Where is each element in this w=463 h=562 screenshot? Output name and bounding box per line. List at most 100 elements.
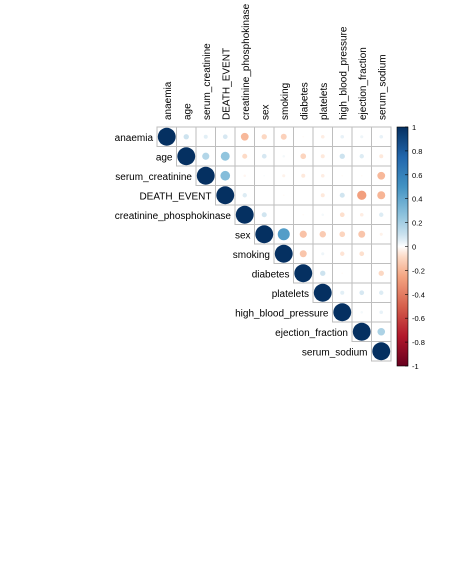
correlation-circle-age-sex [261,153,267,159]
correlation-circle-platelets-high_blood_pressure [340,290,345,295]
correlation-circle-sex-ejection_fraction [358,230,366,238]
correlation-circle-age-diabetes [300,153,307,160]
grid-cell [273,204,294,225]
correlation-circle-anaemia-age [183,134,189,140]
correlation-circle-platelets-platelets [313,283,332,302]
row-label-diabetes: diabetes [252,269,290,280]
row-label-platelets: platelets [272,289,309,300]
column-label-platelets: platelets [319,83,330,120]
column-label-high_blood_pressure: high_blood_pressure [338,26,349,120]
column-label-ejection_fraction: ejection_fraction [358,47,369,120]
legend-tick-label: 0.4 [412,195,422,204]
correlation-circle-smoking-diabetes [299,250,307,258]
legend-tick-label: 0 [412,243,416,252]
correlation-circle-high_blood_pressure-high_blood_pressure [333,303,352,322]
legend-tick-label: -0.4 [412,290,425,299]
column-label-anaemia: anaemia [163,81,174,120]
correlation-circle-serum_creatinine-serum_creatinine [196,166,215,185]
correlation-circle-serum_creatinine-serum_sodium [377,171,386,180]
correlation-circle-age-serum_sodium [379,154,384,159]
correlation-circle-creatinine_phosphokinase-creatinine_phosphokinase [235,205,254,224]
correlation-circle-DEATH_EVENT-creatinine_phosphokinase [242,193,247,198]
correlation-circle-age-serum_creatinine [202,152,210,160]
correlation-circle-creatinine_phosphokinase-ejection_fraction [359,212,364,217]
correlation-circle-anaemia-creatinine_phosphokinase [240,132,249,141]
column-label-age: age [182,103,193,120]
correlation-circle-smoking-smoking [274,244,293,263]
correlation-circle-DEATH_EVENT-serum_sodium [377,191,386,200]
correlation-circle-DEATH_EVENT-platelets [320,193,325,198]
row-label-DEATH_EVENT: DEATH_EVENT [139,191,211,202]
correlation-circle-serum_creatinine-high_blood_pressure [341,174,344,177]
grid-cell [293,185,314,206]
correlation-circle-ejection_fraction-serum_sodium [377,327,386,336]
legend-tick-label: -0.2 [412,266,425,275]
correlation-circle-ejection_fraction-ejection_fraction [352,322,371,341]
correlation-circle-diabetes-diabetes [294,264,313,283]
correlation-circle-anaemia-sex [261,134,267,140]
correlation-circle-smoking-ejection_fraction [359,251,365,257]
legend-tick-label: 1 [412,123,416,132]
correlation-circle-age-high_blood_pressure [339,153,345,159]
correlation-circle-high_blood_pressure-serum_sodium [379,310,384,315]
legend-tick-label: -1 [412,362,419,371]
grid-cell [254,185,275,206]
correlation-circle-creatinine_phosphokinase-diabetes [302,213,305,216]
correlation-circle-diabetes-high_blood_pressure [341,272,344,275]
row-label-serum_creatinine: serum_creatinine [115,172,192,183]
correlation-circle-smoking-high_blood_pressure [340,251,345,256]
grid-cell [371,243,392,264]
correlation-circle-creatinine_phosphokinase-high_blood_pressure [339,212,345,218]
row-label-smoking: smoking [233,250,270,261]
column-label-sex: sex [260,104,271,120]
row-label-serum_sodium: serum_sodium [302,347,368,358]
correlation-circle-DEATH_EVENT-smoking [282,194,285,197]
correlation-circle-anaemia-high_blood_pressure [340,134,345,139]
correlation-circle-DEATH_EVENT-high_blood_pressure [339,192,345,198]
correlation-circle-serum_sodium-serum_sodium [372,342,391,361]
row-label-ejection_fraction: ejection_fraction [275,328,348,339]
correlation-circle-sex-high_blood_pressure [339,231,346,238]
legend-tick-label: -0.6 [412,314,425,323]
correlation-circle-serum_creatinine-sex [263,174,266,177]
correlation-circle-creatinine_phosphokinase-platelets [321,213,325,217]
column-label-serum_creatinine: serum_creatinine [202,43,213,120]
grid-cell [351,263,372,284]
row-label-age: age [156,152,173,163]
correlation-circle-sex-sex [255,225,274,244]
column-label-DEATH_EVENT: DEATH_EVENT [221,48,232,120]
row-label-high_blood_pressure: high_blood_pressure [235,308,329,319]
column-label-smoking: smoking [280,83,291,120]
correlation-circle-diabetes-serum_sodium [378,270,384,276]
correlation-circle-serum_creatinine-platelets [320,173,325,178]
correlation-circle-age-DEATH_EVENT [220,151,230,161]
correlation-circle-platelets-ejection_fraction [359,290,365,296]
correlation-circle-platelets-serum_sodium [379,290,384,295]
correlation-circle-anaemia-DEATH_EVENT [222,134,228,140]
correlation-circle-sex-diabetes [299,230,307,238]
legend-tick-label: -0.8 [412,338,425,347]
correlation-circles [157,127,391,361]
correlation-circle-anaemia-platelets [320,134,325,139]
correlation-circle-serum_creatinine-ejection_fraction [360,174,363,177]
correlation-circle-age-smoking [282,154,286,158]
column-label-diabetes: diabetes [299,82,310,120]
row-label-sex: sex [235,230,251,241]
column-labels: anaemia age serum_creatinine DEATH_EVENT cre… [163,3,389,120]
correlation-circle-anaemia-smoking [280,133,287,140]
correlation-circle-age-age [177,147,196,166]
correlation-circle-sex-serum_sodium [379,232,383,236]
correlation-circle-anaemia-serum_sodium [379,134,384,139]
correlation-circle-serum_creatinine-diabetes [301,173,306,178]
correlation-circle-diabetes-platelets [320,270,326,276]
correlation-circle-DEATH_EVENT-DEATH_EVENT [216,186,235,205]
row-label-anaemia: anaemia [115,133,154,144]
correlation-circle-creatinine_phosphokinase-serum_sodium [379,212,384,217]
column-label-serum_sodium: serum_sodium [377,54,388,120]
legend-tick-label: 0.8 [412,147,422,156]
correlation-circle-sex-smoking [277,228,290,241]
correlation-circle-creatinine_phosphokinase-sex [261,212,267,218]
